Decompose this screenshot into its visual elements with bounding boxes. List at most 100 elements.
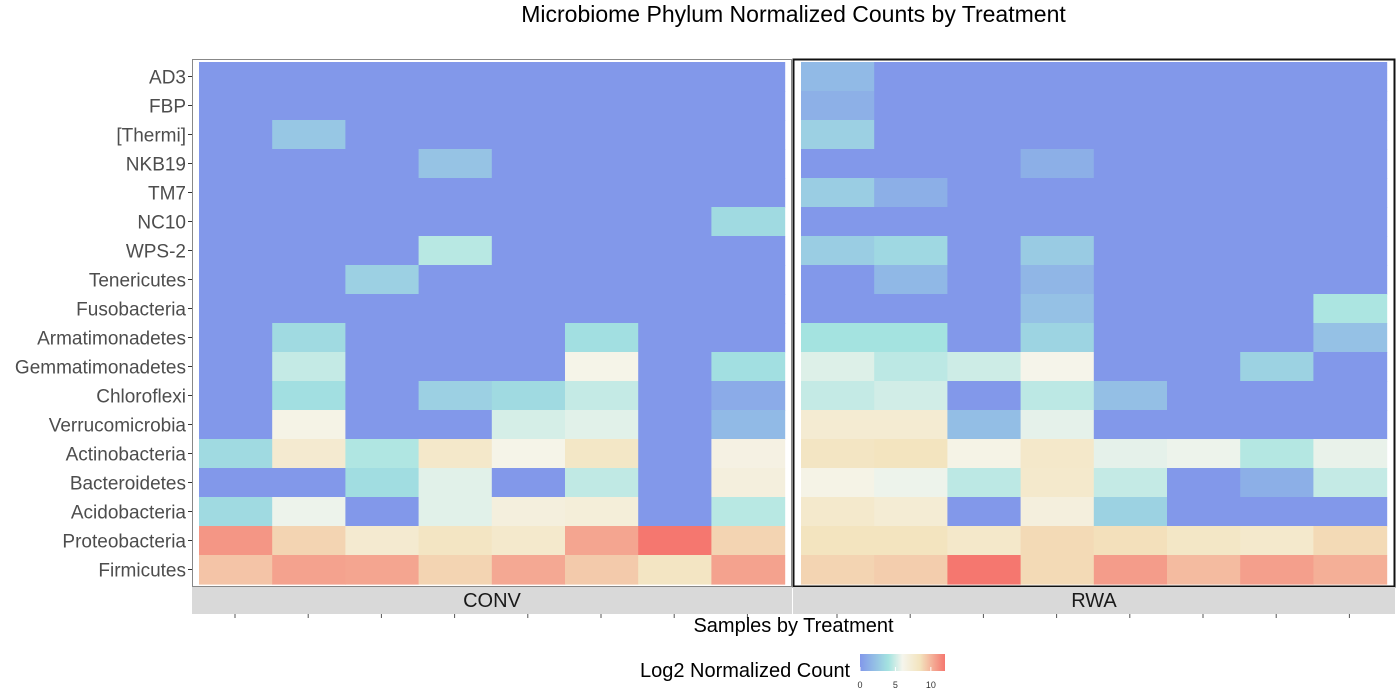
heatmap-cell bbox=[1313, 555, 1388, 585]
heatmap-cell bbox=[1093, 62, 1168, 92]
heatmap-cell bbox=[1313, 497, 1388, 527]
heatmap-cell bbox=[1240, 555, 1314, 585]
heatmap-cell bbox=[1313, 120, 1388, 150]
heatmap-cell bbox=[801, 439, 875, 469]
heatmap-cell bbox=[345, 323, 420, 353]
legend-tick-label: 0 bbox=[857, 680, 862, 690]
heatmap-cell bbox=[345, 526, 420, 556]
heatmap-cell bbox=[491, 294, 566, 324]
heatmap-cell bbox=[874, 555, 948, 585]
panel-conv: CONV bbox=[192, 59, 792, 618]
heatmap-cell bbox=[711, 294, 786, 324]
heatmap-cell bbox=[947, 497, 1022, 527]
heatmap-cell bbox=[491, 62, 566, 92]
heatmap-cell bbox=[491, 120, 566, 150]
heatmap-cell bbox=[1167, 410, 1241, 440]
heatmap-cell bbox=[199, 91, 273, 121]
heatmap-cell bbox=[418, 555, 493, 585]
heatmap-cell bbox=[565, 555, 639, 585]
heatmap-cell bbox=[491, 497, 566, 527]
heatmap-cell bbox=[1167, 149, 1241, 179]
heatmap-cell bbox=[1020, 294, 1095, 324]
row-label: NKB19 bbox=[126, 155, 186, 176]
heatmap-cell bbox=[1167, 526, 1241, 556]
heatmap-cell bbox=[947, 62, 1022, 92]
heatmap-cell bbox=[1093, 352, 1168, 382]
heatmap-cell bbox=[345, 91, 420, 121]
heatmap-cell bbox=[801, 207, 875, 237]
heatmap-cell bbox=[1093, 323, 1168, 353]
heatmap-cell bbox=[801, 497, 875, 527]
heatmap-cell bbox=[711, 62, 786, 92]
heatmap-cell bbox=[801, 62, 875, 92]
heatmap-cell bbox=[638, 526, 712, 556]
heatmap-cell bbox=[565, 178, 639, 208]
heatmap-cell bbox=[1240, 207, 1314, 237]
legend: 0 5 10 bbox=[857, 654, 945, 690]
x-axis-label: Samples by Treatment bbox=[693, 615, 894, 637]
heatmap-cell bbox=[947, 294, 1022, 324]
panel-rwa: RWA bbox=[792, 58, 1396, 618]
heatmap-cell bbox=[1020, 468, 1095, 498]
heatmap-cell bbox=[1093, 294, 1168, 324]
heatmap-cell bbox=[1167, 120, 1241, 150]
heatmap-cell bbox=[345, 468, 420, 498]
heatmap-cell bbox=[491, 149, 566, 179]
heatmap-cell bbox=[711, 410, 786, 440]
heatmap-cell bbox=[1240, 120, 1314, 150]
legend-tick-label: 10 bbox=[926, 680, 936, 690]
heatmap-cell bbox=[1167, 323, 1241, 353]
row-label: Firmicutes bbox=[98, 561, 186, 582]
heatmap-cell bbox=[418, 91, 493, 121]
heatmap-cell bbox=[418, 207, 493, 237]
heatmap-cell bbox=[711, 439, 786, 469]
heatmap-cell bbox=[874, 468, 948, 498]
heatmap-cell bbox=[638, 410, 712, 440]
heatmap-cell bbox=[491, 323, 566, 353]
heatmap-cell bbox=[1020, 178, 1095, 208]
heatmap-cell bbox=[1167, 91, 1241, 121]
heatmap-cell bbox=[1240, 439, 1314, 469]
heatmap-cell bbox=[345, 207, 420, 237]
heatmap-cell bbox=[801, 178, 875, 208]
heatmap-cell bbox=[272, 410, 346, 440]
heatmap-cell bbox=[345, 149, 420, 179]
heatmap-cell bbox=[711, 497, 786, 527]
heatmap-cell bbox=[1020, 207, 1095, 237]
row-label: Tenericutes bbox=[89, 271, 186, 292]
heatmap-cell bbox=[418, 497, 493, 527]
heatmap-cell bbox=[638, 120, 712, 150]
heatmap-cell bbox=[272, 497, 346, 527]
heatmap-cell bbox=[947, 468, 1022, 498]
heatmap-cell bbox=[565, 120, 639, 150]
heatmap-cell bbox=[711, 120, 786, 150]
heatmap-cell bbox=[1167, 468, 1241, 498]
heatmap-cell bbox=[345, 381, 420, 411]
heatmap-cell bbox=[1167, 178, 1241, 208]
row-label: TM7 bbox=[148, 184, 186, 205]
heatmap-cell bbox=[947, 381, 1022, 411]
heatmap-cell bbox=[272, 207, 346, 237]
heatmap-cell bbox=[1240, 381, 1314, 411]
heatmap-cell bbox=[272, 236, 346, 266]
heatmap-cell bbox=[272, 178, 346, 208]
heatmap-cell bbox=[874, 323, 948, 353]
heatmap-cell bbox=[1093, 178, 1168, 208]
heatmap-cell bbox=[345, 294, 420, 324]
heatmap-cell bbox=[874, 497, 948, 527]
heatmap-cell bbox=[1313, 468, 1388, 498]
heatmap-cell bbox=[491, 526, 566, 556]
heatmap-cell bbox=[1167, 352, 1241, 382]
heatmap-cell bbox=[1020, 120, 1095, 150]
heatmap-cell bbox=[1313, 323, 1388, 353]
heatmap-cell bbox=[1240, 91, 1314, 121]
heatmap-cell bbox=[565, 526, 639, 556]
heatmap-cell bbox=[1093, 526, 1168, 556]
heatmap-cell bbox=[947, 526, 1022, 556]
heatmap-cell bbox=[638, 178, 712, 208]
heatmap-cell bbox=[345, 62, 420, 92]
heatmap-cell bbox=[1240, 178, 1314, 208]
heatmap-cell bbox=[1020, 555, 1095, 585]
heatmap-cell bbox=[491, 381, 566, 411]
row-label: Fusobacteria bbox=[76, 300, 186, 321]
